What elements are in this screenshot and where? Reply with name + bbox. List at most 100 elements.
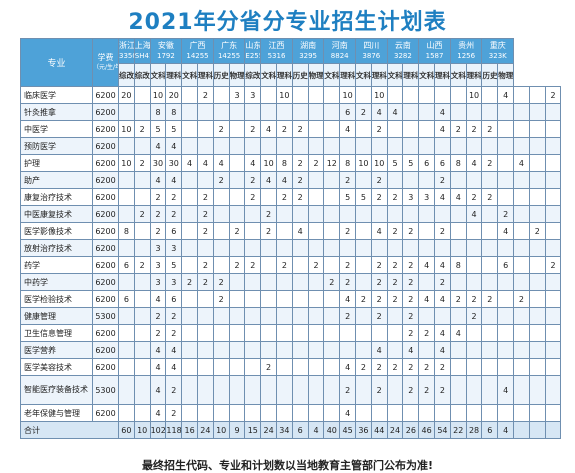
quota-cell: 6 [165,222,183,240]
total-cell: 26 [402,421,420,439]
quota-cell: 4 [291,222,309,240]
quota-cell [528,375,546,405]
quota-cell [244,341,262,359]
quota-cell: 2 [355,358,372,376]
quota-cell [497,290,515,308]
quota-cell [307,307,325,325]
quota-cell [212,358,230,376]
subject-category: 理科 [197,63,214,87]
total-cell [513,421,530,439]
quota-cell [260,375,277,405]
quota-cell [323,239,341,257]
total-cell: 102 [149,421,167,439]
quota-cell [449,358,467,376]
quota-cell [133,273,151,291]
quota-cell [275,137,293,155]
total-cell: 28 [465,421,483,439]
quota-cell: 2 [513,290,530,308]
province-code: SH41 [134,52,149,60]
quota-cell [275,290,293,308]
quota-cell: 4 [513,154,530,172]
quota-cell [386,137,404,155]
quota-cell [481,307,499,325]
quota-cell [434,239,451,257]
quota-cell [291,307,309,325]
quota-cell: 4 [149,137,167,155]
quota-cell [402,171,420,189]
quota-cell [544,290,562,308]
quota-cell: 2 [355,103,372,121]
subject-category: 历史 [291,63,309,87]
quota-cell [228,205,246,223]
quota-cell: 10 [465,86,483,104]
quota-cell [355,404,372,422]
quota-cell [544,358,562,376]
quota-cell: 6 [118,256,135,274]
quota-cell [449,239,467,257]
quota-cell [355,273,372,291]
quota-cell [181,103,198,121]
quota-cell: 4 [149,375,167,405]
quota-cell [275,239,293,257]
province-code: 3350 [119,52,133,60]
quota-cell [434,86,451,104]
quota-cell [339,205,357,223]
quota-cell [212,86,230,104]
quota-cell [133,341,151,359]
quota-cell [307,404,325,422]
quota-cell [133,290,151,308]
quota-cell [418,222,436,240]
major-name: 中医学 [20,120,93,138]
quota-cell [260,307,277,325]
quota-cell [497,324,515,342]
total-cell: 34 [275,421,293,439]
quota-cell: 2 [212,120,230,138]
quota-cell: 4 [434,324,451,342]
quota-cell [307,222,325,240]
subject-category: 理科 [165,63,183,87]
quota-cell [418,404,436,422]
quota-cell [497,307,515,325]
quota-cell [212,307,230,325]
quota-cell: 2 [307,154,325,172]
quota-cell [465,171,483,189]
quota-cell [481,341,499,359]
quota-cell: 4 [497,222,515,240]
quota-cell: 3 [244,86,262,104]
quota-cell [355,256,372,274]
quota-cell [465,273,483,291]
quota-cell [528,290,546,308]
quota-cell: 4 [434,103,451,121]
quota-cell [323,324,341,342]
quota-cell [449,86,467,104]
quota-cell [386,86,404,104]
quota-cell: 2 [275,256,293,274]
tuition-fee: 6200 [92,86,119,104]
quota-cell [528,188,546,206]
province-header: 上海 SH41 [133,38,151,64]
quota-cell [212,404,230,422]
quota-cell [197,120,214,138]
quota-cell [513,86,530,104]
header-fee-unit: （元/生/年） [93,63,118,71]
quota-cell: 2 [339,273,357,291]
quota-cell: 4 [370,222,388,240]
quota-cell [355,205,372,223]
quota-cell: 2 [149,222,167,240]
table-row: 医学营养 6200 4 4 4 4 4 [20,341,562,359]
quota-cell [497,120,515,138]
quota-cell [260,239,277,257]
quota-cell [133,103,151,121]
quota-cell [544,120,562,138]
province-name: 河南 [331,41,348,50]
quota-cell: 4 [149,290,167,308]
quota-cell: 2 [181,273,198,291]
quota-cell [544,341,562,359]
quota-cell [291,205,309,223]
quota-cell [323,341,341,359]
subject-category: 文科 [149,63,167,87]
quota-cell: 4 [434,120,451,138]
quota-cell [228,324,246,342]
quota-cell: 2 [149,307,167,325]
quota-cell [181,358,198,376]
